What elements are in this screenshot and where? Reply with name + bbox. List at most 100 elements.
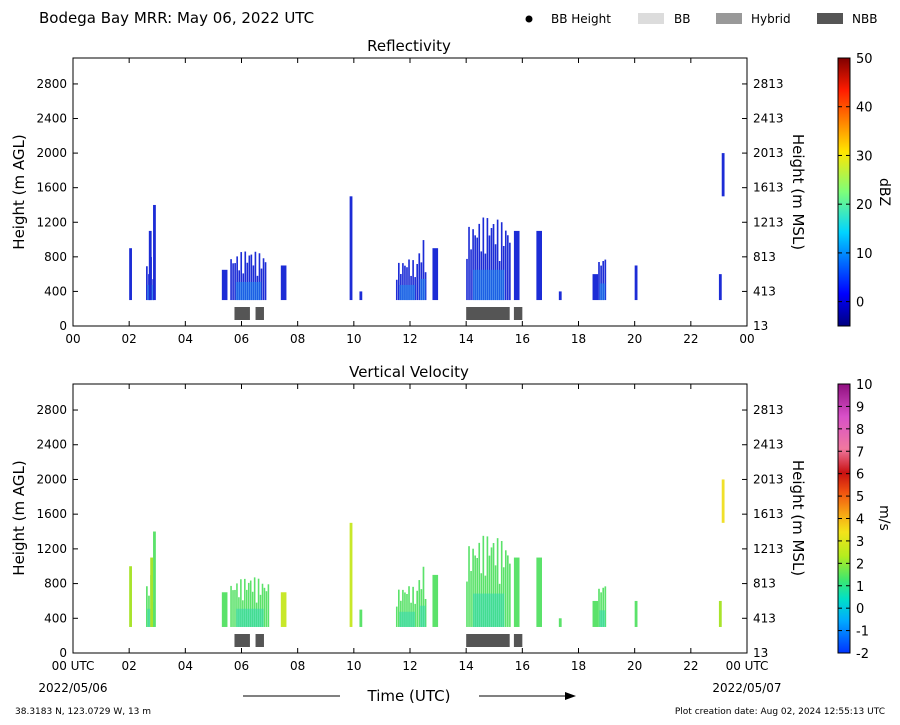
reflectivity-nbb-marker [466,307,510,320]
reflectivity-ytick-label: 1600 [36,181,67,195]
velocity-echo [432,574,439,627]
reflectivity-echo [395,259,419,301]
figure-title: Bodega Bay MRR: May 06, 2022 UTC [39,9,314,27]
velocity-ytick-label-right: 2013 [753,472,784,486]
reflectivity-echo [148,230,152,301]
velocity-colorbar-tick-label: 8 [856,423,864,438]
velocity-nbb-marker [234,634,250,647]
reflectivity-ytick-label-right: 2013 [753,146,784,160]
velocity-echo [129,566,132,627]
velocity-xtick-label: 08 [290,659,305,673]
velocity-xtick-label: 00 UTC [52,659,95,673]
reflectivity-echo [153,204,156,301]
legend-bb-label: BB [674,12,690,26]
velocity-ytick-label-right: 413 [753,611,776,625]
velocity-echo [558,618,562,627]
plot-creation-date: Plot creation date: Aug 02, 2024 12:55:1… [675,707,885,717]
velocity-colorbar-tick-label: 9 [856,400,864,415]
velocity-colorbar-tick-label: -1 [856,625,869,640]
reflectivity-nbb-marker [234,307,250,320]
velocity-xtick-label: 14 [459,659,474,673]
velocity-ytick-label: 2000 [36,472,67,486]
legend-bb-height-dot [525,15,533,23]
reflectivity-ytick-label-right: 413 [753,284,776,298]
velocity-ylabel-right: Height (m MSL) [789,460,807,576]
velocity-xtick-label: 16 [515,659,530,673]
velocity-echo [721,479,725,523]
reflectivity-echo [129,248,132,301]
velocity-ytick-label-right: 2813 [753,403,784,417]
reflectivity-xtick-label: 12 [402,332,417,346]
velocity-echo [592,600,599,627]
velocity-echo [634,600,638,627]
reflectivity-ytick-label: 400 [44,284,67,298]
legend-bb-swatch [638,13,664,24]
velocity-echo [150,557,154,627]
reflectivity-echo [432,248,439,301]
velocity-echo [466,535,511,627]
reflectivity-colorbar-label: dBZ [876,178,892,206]
reflectivity-ytick-label-right: 2413 [753,112,784,126]
reflectivity-echo [592,274,599,301]
reflectivity-echo [598,259,607,301]
velocity-echo [280,592,287,627]
velocity-xtick-label: 06 [234,659,249,673]
reflectivity-echo [359,291,363,301]
reflectivity-echo [513,230,520,301]
velocity-colorbar-tick-label: 0 [856,602,864,617]
reflectivity-xtick-label: 20 [627,332,642,346]
reflectivity-echo [230,251,267,301]
velocity-colorbar-tick-label: -2 [856,647,869,662]
velocity-colorbar-tick-label: 1 [856,580,864,595]
velocity-xtick-label: 22 [683,659,698,673]
reflectivity-xtick-label: 00 [739,332,754,346]
reflectivity-ytick-label-right: 2813 [753,77,784,91]
reflectivity-ytick-label: 2000 [36,146,67,160]
velocity-xtick-label: 00 UTC [726,659,769,673]
velocity-title: Vertical Velocity [349,363,469,381]
reflectivity-ytick-label: 0 [59,319,67,333]
reflectivity-ytick-label-right: 1213 [753,215,784,229]
velocity-echo [349,522,353,627]
reflectivity-xtick-label: 08 [290,332,305,346]
velocity-colorbar-tick-label: 7 [856,445,864,460]
velocity-colorbar-label: m/s [876,505,892,531]
velocity-ytick-label: 1200 [36,542,67,556]
reflectivity-title: Reflectivity [367,37,451,55]
reflectivity-xtick-label: 06 [234,332,249,346]
reflectivity-echo [536,230,542,301]
legend-nbb-label: NBB [852,12,877,26]
velocity-echo [359,609,363,627]
velocity-xtick-label: 04 [178,659,193,673]
reflectivity-echo [558,291,562,301]
velocity-xtick-label: 02 [122,659,137,673]
velocity-colorbar-tick-label: 4 [856,513,864,528]
reflectivity-ytick-label-right: 13 [753,319,768,333]
velocity-ytick-label-right: 2413 [753,438,784,452]
velocity-colorbar-tick-label: 3 [856,535,864,550]
reflectivity-xtick-label: 02 [122,332,137,346]
velocity-ytick-label-right: 1613 [753,507,784,521]
velocity-xtick-label: 12 [402,659,417,673]
velocity-ytick-label: 0 [59,646,67,660]
time-arrow-head [565,692,576,700]
reflectivity-ytick-label: 2800 [36,77,67,91]
velocity-echo [153,531,156,627]
velocity-echo [513,557,520,627]
reflectivity-colorbar-tick-label: 50 [856,52,873,67]
reflectivity-echo [466,217,511,301]
velocity-nbb-marker [466,634,510,647]
reflectivity-xtick-label: 18 [571,332,586,346]
reflectivity-xtick-label: 14 [459,332,474,346]
reflectivity-colorbar-tick-label: 40 [856,101,873,116]
velocity-colorbar-tick-label: 10 [856,378,873,393]
time-axis-label: Time (UTC) [367,687,451,705]
velocity-xtick-label: 18 [571,659,586,673]
reflectivity-xtick-label: 22 [683,332,698,346]
velocity-ylabel: Height (m AGL) [10,460,28,575]
reflectivity-echo [280,265,287,301]
station-location: 38.3183 N, 123.0729 W, 13 m [15,707,151,717]
reflectivity-nbb-marker [513,307,523,320]
reflectivity-colorbar [837,57,851,327]
